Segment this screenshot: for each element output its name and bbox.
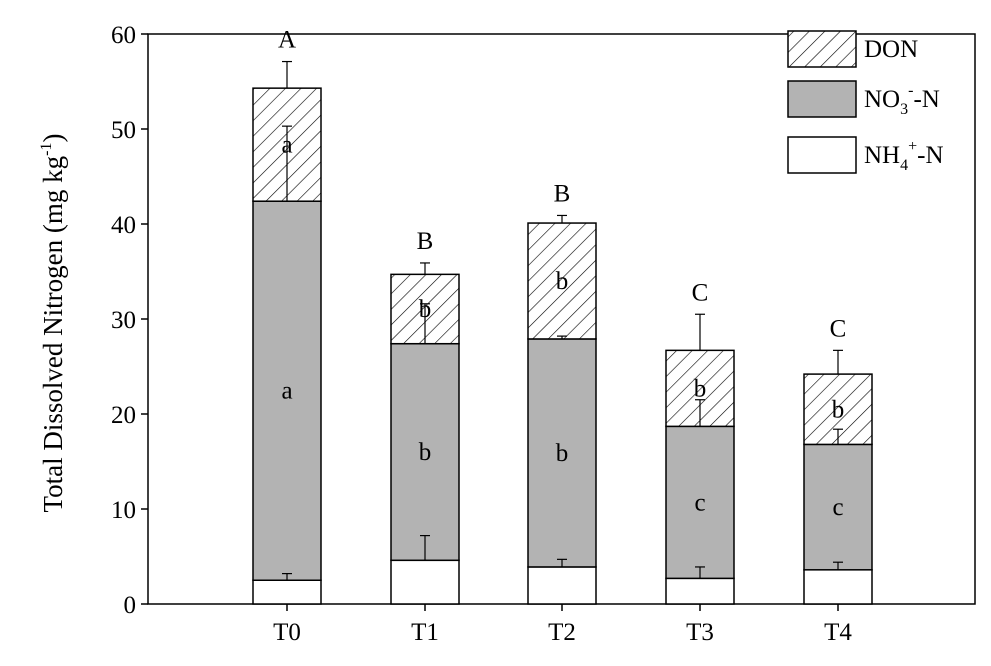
bar-segment-nh4 xyxy=(252,579,322,605)
x-tick-label: T1 xyxy=(411,619,439,646)
bar-segment-no3 xyxy=(803,443,873,571)
y-tick-label: 20 xyxy=(111,402,136,429)
y-tick-label: 30 xyxy=(111,307,136,334)
y-tick-label: 60 xyxy=(111,22,136,49)
legend-label-sub: 3 xyxy=(900,101,908,118)
bar-segment-no3 xyxy=(665,425,735,580)
group-significance-letter: B xyxy=(417,228,434,255)
significance-letter-don: b xyxy=(694,375,707,402)
legend-label-sup: + xyxy=(908,138,917,155)
group-significance-letter: A xyxy=(278,27,296,54)
legend-label-no3: NO3--N xyxy=(864,82,940,118)
bar-segment-nh4 xyxy=(527,566,597,605)
y-axis-title-close: ) xyxy=(38,134,68,143)
significance-letter-don: a xyxy=(281,132,292,159)
y-tick-label: 0 xyxy=(124,592,137,619)
significance-letter-don: b xyxy=(419,296,432,323)
bar-segment-don xyxy=(527,222,597,340)
bar-segment-nh4 xyxy=(665,577,735,605)
significance-letter-no3: c xyxy=(832,494,843,521)
significance-letter-no3: a xyxy=(281,378,292,405)
bar-segment-no3 xyxy=(390,342,460,562)
legend-label-sub: 4 xyxy=(900,157,908,174)
x-tick-label: T0 xyxy=(273,619,301,646)
legend-swatch-no3 xyxy=(787,80,857,118)
legend-swatch-don xyxy=(787,30,857,68)
significance-letter-no3: b xyxy=(556,440,569,467)
bar-segment-nh4 xyxy=(390,559,460,605)
y-tick-label: 40 xyxy=(111,212,136,239)
y-tick-label: 50 xyxy=(111,117,136,144)
x-tick-label: T2 xyxy=(548,619,576,646)
legend-label-suffix: -N xyxy=(913,86,939,113)
legend-label-suffix: -N xyxy=(917,142,943,169)
y-axis-title: Total Dissolved Nitrogen (mg kg-1) xyxy=(38,134,68,513)
significance-letter-don: b xyxy=(832,396,845,423)
x-tick-label: T3 xyxy=(686,619,714,646)
legend-label-base: NH xyxy=(864,142,900,169)
legend-label-nh4: NH4+-N xyxy=(864,138,944,174)
group-significance-letter: B xyxy=(554,180,571,207)
legend-label-don: DON xyxy=(864,36,918,63)
significance-letter-no3: b xyxy=(419,439,432,466)
legend-swatch-nh4 xyxy=(787,136,857,174)
significance-letter-don: b xyxy=(556,268,569,295)
legend-label-base: NO xyxy=(864,86,900,113)
y-tick-label: 10 xyxy=(111,497,136,524)
y-axis-title-main: Total Dissolved Nitrogen (mg kg xyxy=(38,156,68,513)
bar-segment-nh4 xyxy=(803,569,873,605)
group-significance-letter: C xyxy=(692,279,709,306)
y-axis-title-sup: -1 xyxy=(38,143,55,156)
significance-letter-no3: c xyxy=(694,489,705,516)
legend-label-sup: - xyxy=(908,82,913,99)
group-significance-letter: C xyxy=(830,315,847,342)
legend-label-base: DON xyxy=(864,36,918,63)
x-tick-label: T4 xyxy=(824,619,852,646)
